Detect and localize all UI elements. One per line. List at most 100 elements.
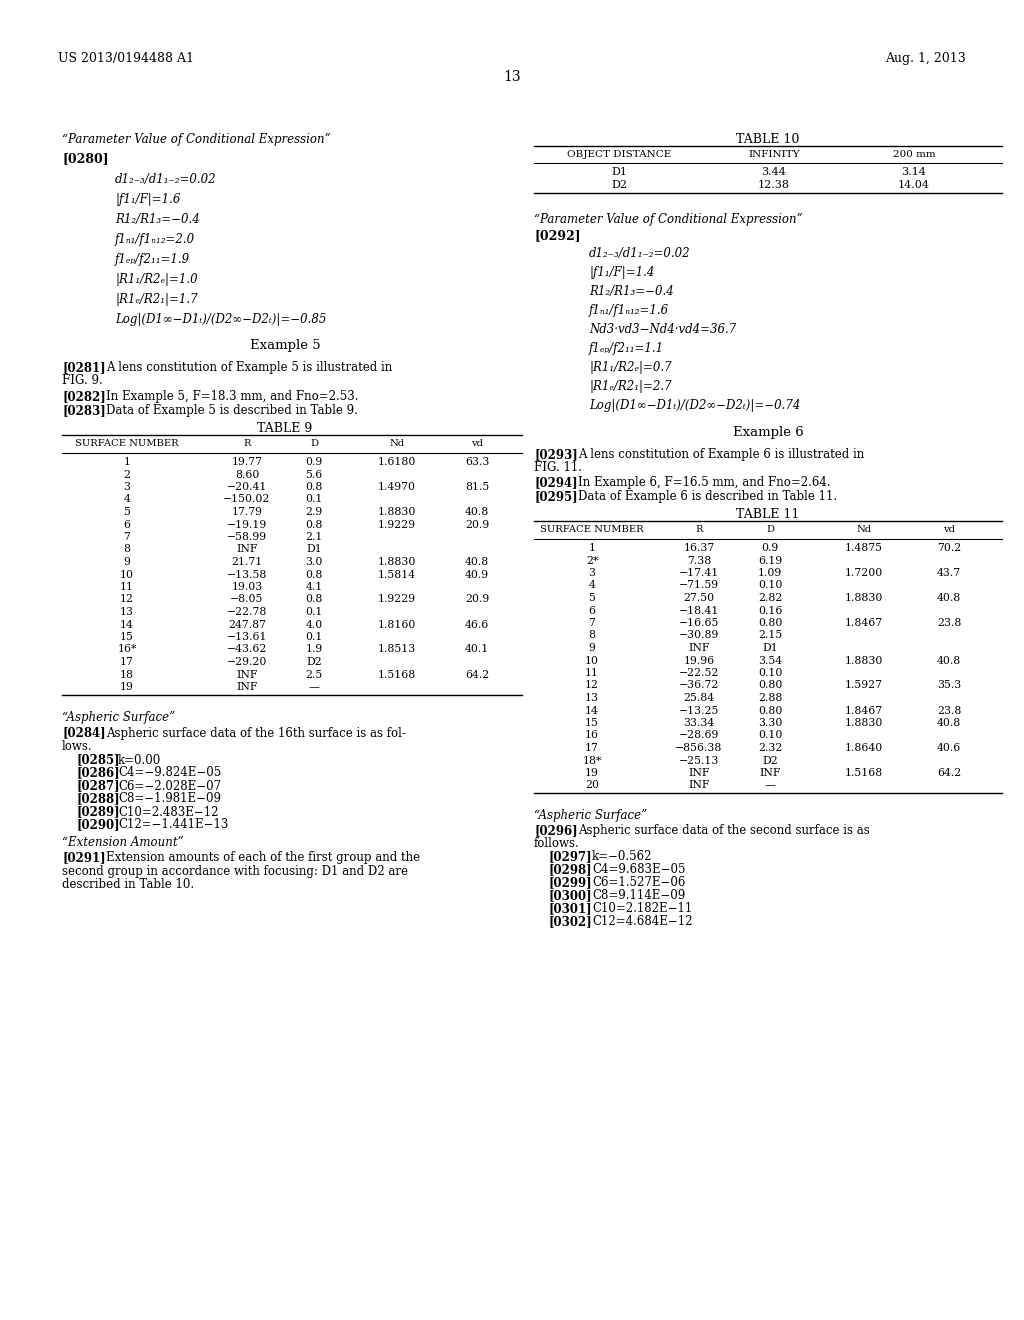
Text: 16.37: 16.37 [683, 543, 715, 553]
Text: Example 6: Example 6 [732, 426, 804, 440]
Text: f1ₙ₁/f1ₙ₁₂=2.0: f1ₙ₁/f1ₙ₁₂=2.0 [115, 234, 196, 246]
Text: 0.9: 0.9 [762, 543, 778, 553]
Text: 0.80: 0.80 [758, 705, 782, 715]
Text: 0.8: 0.8 [305, 594, 323, 605]
Text: vd: vd [471, 440, 483, 447]
Text: R1₂/R1₃=−0.4: R1₂/R1₃=−0.4 [589, 285, 674, 298]
Text: [0288]: [0288] [76, 792, 120, 805]
Text: 3.0: 3.0 [305, 557, 323, 568]
Text: f1ₙ₁/f1ₙ₁₂=1.6: f1ₙ₁/f1ₙ₁₂=1.6 [589, 304, 669, 317]
Text: INF: INF [759, 768, 780, 777]
Text: —: — [308, 682, 319, 692]
Text: −20.41: −20.41 [226, 482, 267, 492]
Text: 81.5: 81.5 [465, 482, 489, 492]
Text: 247.87: 247.87 [228, 619, 266, 630]
Text: 0.16: 0.16 [758, 606, 782, 615]
Text: −856.38: −856.38 [675, 743, 723, 752]
Text: INF: INF [237, 682, 258, 692]
Text: 1.8467: 1.8467 [845, 705, 883, 715]
Text: |R1₁/R2ₑ|=1.0: |R1₁/R2ₑ|=1.0 [115, 273, 198, 286]
Text: [0286]: [0286] [76, 767, 120, 780]
Text: 1.9229: 1.9229 [378, 594, 416, 605]
Text: 4: 4 [589, 581, 595, 590]
Text: −13.58: −13.58 [226, 569, 267, 579]
Text: [0301]: [0301] [548, 902, 592, 915]
Text: 4: 4 [124, 495, 130, 504]
Text: k=0.00: k=0.00 [118, 754, 161, 767]
Text: 17.79: 17.79 [231, 507, 262, 517]
Text: [0290]: [0290] [76, 818, 120, 832]
Text: lows.: lows. [62, 739, 92, 752]
Text: 40.8: 40.8 [465, 557, 489, 568]
Text: −19.19: −19.19 [227, 520, 267, 529]
Text: 7: 7 [124, 532, 130, 543]
Text: 1.5168: 1.5168 [378, 669, 416, 680]
Text: 12.38: 12.38 [758, 180, 790, 190]
Text: 40.8: 40.8 [937, 718, 962, 729]
Text: In Example 5, F=18.3 mm, and Fno=2.53.: In Example 5, F=18.3 mm, and Fno=2.53. [106, 389, 358, 403]
Text: D1: D1 [306, 544, 322, 554]
Text: 40.8: 40.8 [465, 507, 489, 517]
Text: 1: 1 [589, 543, 596, 553]
Text: 14.04: 14.04 [898, 180, 930, 190]
Text: 1.5168: 1.5168 [845, 768, 883, 777]
Text: [0289]: [0289] [76, 805, 120, 818]
Text: 1.5927: 1.5927 [845, 681, 883, 690]
Text: C8=9.114E−09: C8=9.114E−09 [592, 888, 685, 902]
Text: 6: 6 [124, 520, 130, 529]
Text: TABLE 10: TABLE 10 [736, 133, 800, 147]
Text: Nd: Nd [389, 440, 404, 447]
Text: 0.8: 0.8 [305, 520, 323, 529]
Text: 17: 17 [585, 743, 599, 752]
Text: d1₂₋₃/d1₁₋₂=0.02: d1₂₋₃/d1₁₋₂=0.02 [589, 247, 690, 260]
Text: 1: 1 [124, 457, 130, 467]
Text: 35.3: 35.3 [937, 681, 962, 690]
Text: 2.1: 2.1 [305, 532, 323, 543]
Text: “Aspheric Surface”: “Aspheric Surface” [534, 809, 647, 822]
Text: In Example 6, F=16.5 mm, and Fno=2.64.: In Example 6, F=16.5 mm, and Fno=2.64. [578, 477, 830, 488]
Text: 2: 2 [124, 470, 130, 479]
Text: D2: D2 [762, 755, 778, 766]
Text: 200 mm: 200 mm [893, 150, 935, 158]
Text: −13.61: −13.61 [226, 632, 267, 642]
Text: 1.8640: 1.8640 [845, 743, 883, 752]
Text: Log|(D1∞−D1ₜ)/(D2∞−D2ₜ)|=−0.74: Log|(D1∞−D1ₜ)/(D2∞−D2ₜ)|=−0.74 [589, 399, 801, 412]
Text: −71.59: −71.59 [679, 581, 719, 590]
Text: −13.25: −13.25 [679, 705, 719, 715]
Text: [0295]: [0295] [534, 490, 578, 503]
Text: 2.5: 2.5 [305, 669, 323, 680]
Text: 9: 9 [124, 557, 130, 568]
Text: [0284]: [0284] [62, 726, 105, 739]
Text: TABLE 11: TABLE 11 [736, 508, 800, 521]
Text: 2.9: 2.9 [305, 507, 323, 517]
Text: Log|(D1∞−D1ₜ)/(D2∞−D2ₜ)|=−0.85: Log|(D1∞−D1ₜ)/(D2∞−D2ₜ)|=−0.85 [115, 313, 327, 326]
Text: 19: 19 [585, 768, 599, 777]
Text: |R1ₑ/R2₁|=1.7: |R1ₑ/R2₁|=1.7 [115, 293, 198, 306]
Text: [0280]: [0280] [62, 152, 109, 165]
Text: f1ₑₚ/f2₁₁=1.9: f1ₑₚ/f2₁₁=1.9 [115, 253, 190, 267]
Text: 10: 10 [585, 656, 599, 665]
Text: 11: 11 [585, 668, 599, 678]
Text: vd: vd [943, 525, 955, 535]
Text: FIG. 11.: FIG. 11. [534, 461, 582, 474]
Text: 1.8830: 1.8830 [845, 593, 883, 603]
Text: D: D [766, 525, 774, 535]
Text: described in Table 10.: described in Table 10. [62, 878, 195, 891]
Text: C10=2.483E−12: C10=2.483E−12 [118, 805, 218, 818]
Text: |f1₁/F|=1.4: |f1₁/F|=1.4 [589, 267, 654, 279]
Text: 1.8513: 1.8513 [378, 644, 416, 655]
Text: C4=9.683E−05: C4=9.683E−05 [592, 863, 685, 876]
Text: 1.9229: 1.9229 [378, 520, 416, 529]
Text: 40.8: 40.8 [937, 593, 962, 603]
Text: 0.10: 0.10 [758, 668, 782, 678]
Text: 3.44: 3.44 [762, 168, 786, 177]
Text: 0.8: 0.8 [305, 569, 323, 579]
Text: 23.8: 23.8 [937, 618, 962, 628]
Text: 15: 15 [585, 718, 599, 729]
Text: [0299]: [0299] [548, 876, 592, 888]
Text: −58.99: −58.99 [227, 532, 267, 543]
Text: 13: 13 [120, 607, 134, 616]
Text: 19.96: 19.96 [683, 656, 715, 665]
Text: Nd: Nd [856, 525, 871, 535]
Text: “Parameter Value of Conditional Expression”: “Parameter Value of Conditional Expressi… [62, 133, 331, 147]
